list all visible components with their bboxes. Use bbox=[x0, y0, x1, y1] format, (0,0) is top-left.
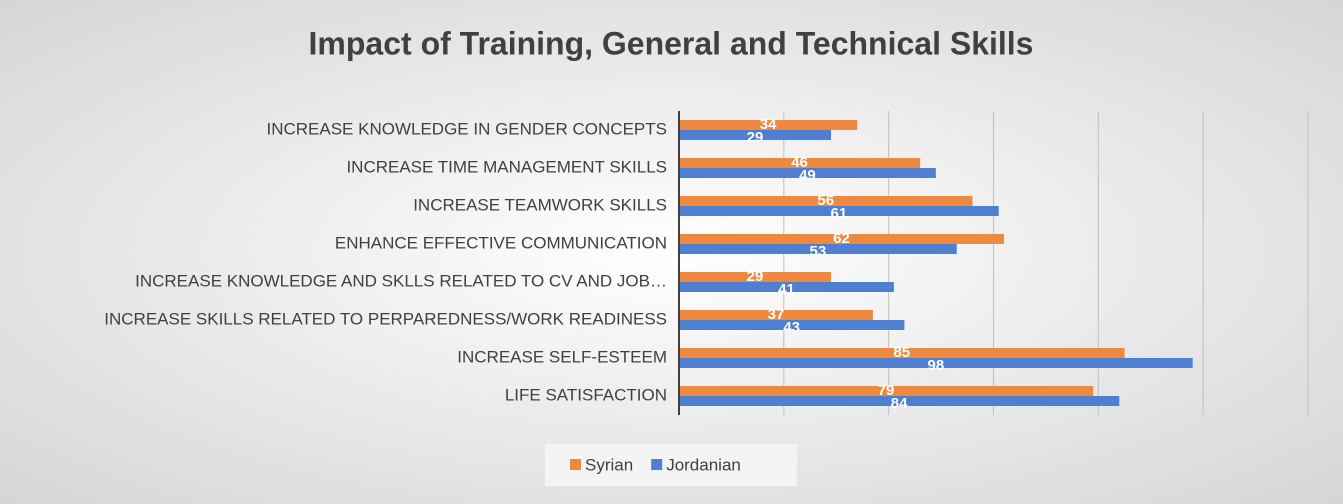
y-tick-label: INCREASE SELF-ESTEEM bbox=[457, 347, 667, 366]
bar bbox=[679, 158, 921, 168]
bar bbox=[679, 282, 894, 292]
data-label: 46 bbox=[791, 154, 808, 171]
legend-label: Jordanian bbox=[666, 455, 741, 474]
data-label: 98 bbox=[927, 357, 944, 374]
bar bbox=[679, 244, 957, 254]
bar bbox=[679, 168, 936, 178]
data-label: 56 bbox=[817, 192, 834, 209]
y-tick-label: ENHANCE EFFECTIVE COMMUNICATION bbox=[335, 233, 667, 252]
bar bbox=[679, 396, 1120, 406]
data-label: 41 bbox=[778, 281, 795, 298]
data-label: 29 bbox=[747, 129, 764, 146]
data-label: 53 bbox=[810, 243, 827, 260]
bar bbox=[679, 348, 1125, 358]
data-label: 37 bbox=[768, 306, 785, 323]
y-tick-label: INCREASE TEAMWORK SKILLS bbox=[413, 195, 667, 214]
data-label: 84 bbox=[891, 395, 908, 412]
y-tick-label: INCREASE KNOWLEDGE IN GENDER CONCEPTS bbox=[266, 119, 667, 138]
legend-label: Syrian bbox=[585, 455, 633, 474]
chart-title: Impact of Training, General and Technica… bbox=[309, 25, 1034, 61]
bar bbox=[679, 386, 1094, 396]
bar bbox=[679, 272, 832, 282]
bar bbox=[679, 310, 873, 320]
legend-box bbox=[545, 444, 797, 486]
data-label: 34 bbox=[760, 116, 777, 133]
bar bbox=[679, 120, 858, 130]
legend-swatch bbox=[651, 459, 663, 470]
legend-swatch bbox=[570, 459, 581, 470]
data-label: 79 bbox=[878, 382, 895, 399]
y-tick-label: LIFE SATISFACTION bbox=[505, 385, 667, 404]
y-tick-label: INCREASE TIME MANAGEMENT SKILLS bbox=[346, 157, 667, 176]
y-tick-label: INCREASE KNOWLEDGE AND SKLLS RELATED TO … bbox=[135, 271, 667, 290]
y-tick-label: INCREASE SKILLS RELATED TO PERPAREDNESS/… bbox=[104, 309, 667, 328]
bar bbox=[679, 206, 999, 216]
bar bbox=[679, 234, 1004, 244]
data-label: 61 bbox=[831, 205, 848, 222]
bar bbox=[679, 196, 973, 206]
bar bbox=[679, 358, 1193, 368]
data-label: 29 bbox=[747, 268, 764, 285]
data-label: 43 bbox=[783, 319, 800, 336]
data-label: 49 bbox=[799, 167, 816, 184]
data-label: 62 bbox=[833, 230, 850, 247]
data-label: 85 bbox=[893, 344, 910, 361]
bar bbox=[679, 130, 832, 140]
bar bbox=[679, 320, 905, 330]
